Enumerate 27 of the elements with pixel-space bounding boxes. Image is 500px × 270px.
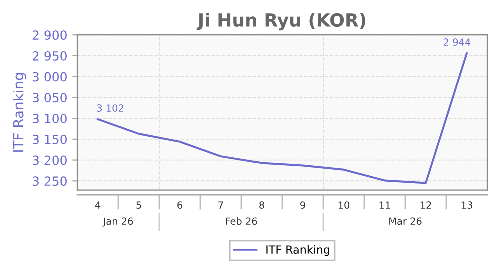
y-tick-label: 2 950 bbox=[32, 51, 67, 61]
x-tick-label: 13 bbox=[462, 202, 472, 209]
x-tick-label: 9 bbox=[300, 202, 306, 209]
chart-title: Ji Hun Ryu (KOR) bbox=[196, 13, 366, 31]
data-label: 2 944 bbox=[444, 38, 471, 46]
x-tick-label: 8 bbox=[260, 202, 264, 209]
y-axis-title: ITF Ranking bbox=[12, 73, 26, 152]
x-tick-label: 4 bbox=[95, 202, 101, 209]
x-tick-label: 6 bbox=[178, 202, 182, 209]
y-tick-label: 3 200 bbox=[32, 156, 67, 166]
legend-label: ITF Ranking bbox=[266, 245, 330, 256]
y-tick-label: 3 150 bbox=[32, 134, 67, 144]
text: Mar 26 bbox=[390, 218, 422, 226]
line-series bbox=[97, 52, 468, 184]
y-tick-label: 3 100 bbox=[32, 114, 67, 124]
y-tick-label: 3 250 bbox=[32, 176, 67, 186]
text: Jan 26 bbox=[102, 218, 134, 227]
y-tick-label: 3 000 bbox=[32, 72, 67, 82]
text: Feb 26 bbox=[226, 218, 258, 226]
data-label: 3 102 bbox=[97, 104, 124, 112]
x-tick-label: 12 bbox=[420, 202, 432, 209]
x-tick-label: 10 bbox=[338, 202, 350, 209]
y-tick-label: 3 050 bbox=[32, 93, 67, 103]
x-tick-label: 5 bbox=[136, 202, 142, 209]
y-tick-label: 2 900 bbox=[32, 30, 67, 40]
x-tick-label: 11 bbox=[380, 202, 390, 209]
x-tick-label: 7 bbox=[218, 202, 224, 209]
